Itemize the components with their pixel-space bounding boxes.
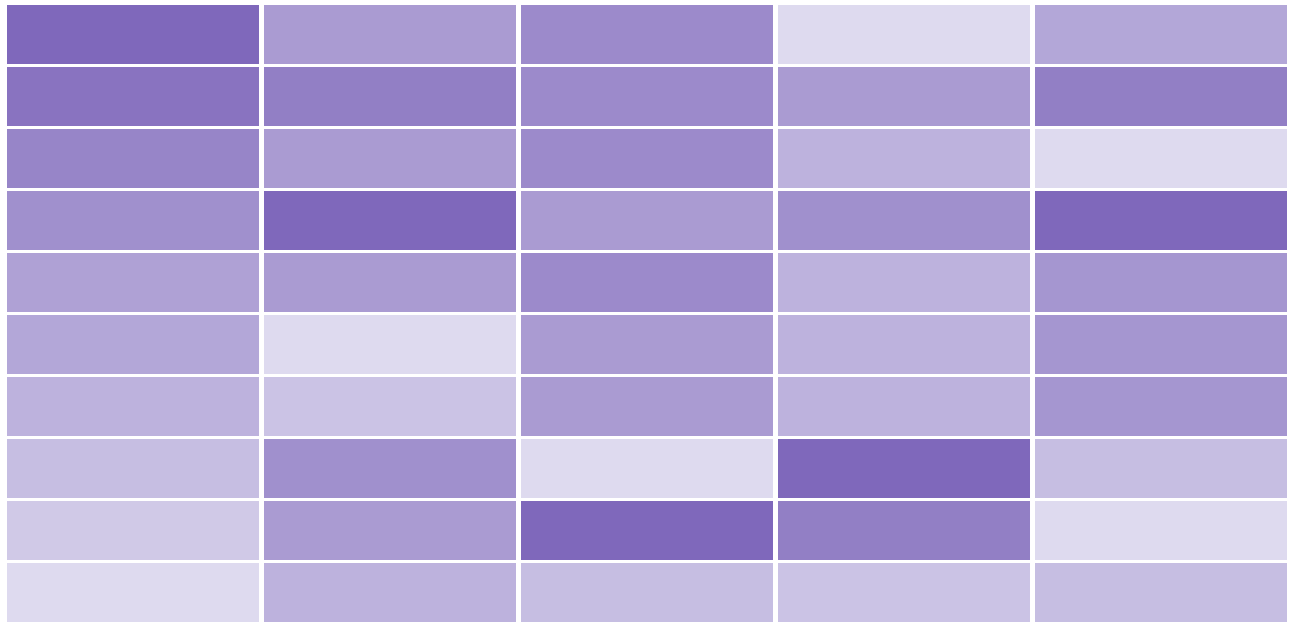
heatmap-cell-r8-c2	[264, 439, 516, 498]
heatmap-cell-r1-c2	[264, 5, 516, 64]
heatmap-cell-r8-c5	[1035, 439, 1287, 498]
heatmap-cell-r7-c5	[1035, 377, 1287, 436]
heatmap-cell-r2-c1	[7, 67, 259, 126]
heatmap-cell-r6-c2	[264, 315, 516, 374]
heatmap-cell-r1-c1	[7, 5, 259, 64]
heatmap-cell-r5-c2	[264, 253, 516, 312]
heatmap-cell-r9-c3	[521, 501, 773, 560]
heatmap-cell-r2-c5	[1035, 67, 1287, 126]
heatmap-cell-r10-c5	[1035, 563, 1287, 622]
heatmap-cell-r6-c1	[7, 315, 259, 374]
heatmap-cell-r2-c2	[264, 67, 516, 126]
heatmap-cell-r6-c5	[1035, 315, 1287, 374]
heatmap-cell-r4-c2	[264, 191, 516, 250]
heatmap-cell-r9-c5	[1035, 501, 1287, 560]
heatmap-cell-r9-c2	[264, 501, 516, 560]
heatmap-cell-r5-c3	[521, 253, 773, 312]
heatmap-cell-r3-c2	[264, 129, 516, 188]
heatmap-cell-r4-c5	[1035, 191, 1287, 250]
heatmap-cell-r1-c3	[521, 5, 773, 64]
heatmap-cell-r2-c4	[778, 67, 1030, 126]
heatmap-cell-r5-c4	[778, 253, 1030, 312]
heatmap-cell-r6-c4	[778, 315, 1030, 374]
heatmap-cell-r8-c4	[778, 439, 1030, 498]
heatmap-cell-r3-c4	[778, 129, 1030, 188]
heatmap-cell-r8-c3	[521, 439, 773, 498]
heatmap-cell-r4-c1	[7, 191, 259, 250]
heatmap-cell-r7-c4	[778, 377, 1030, 436]
heatmap-cell-r1-c5	[1035, 5, 1287, 64]
heatmap-cell-r5-c1	[7, 253, 259, 312]
heatmap-cell-r1-c4	[778, 5, 1030, 64]
heatmap-cell-r7-c1	[7, 377, 259, 436]
heatmap-cell-r7-c3	[521, 377, 773, 436]
heatmap-cell-r3-c1	[7, 129, 259, 188]
heatmap-cell-r10-c4	[778, 563, 1030, 622]
heatmap-cell-r4-c3	[521, 191, 773, 250]
heatmap-cell-r3-c5	[1035, 129, 1287, 188]
heatmap-cell-r10-c2	[264, 563, 516, 622]
heatmap-cell-r9-c4	[778, 501, 1030, 560]
heatmap-cell-r5-c5	[1035, 253, 1287, 312]
heatmap-cell-r2-c3	[521, 67, 773, 126]
heatmap-cell-r6-c3	[521, 315, 773, 374]
heatmap-cell-r10-c3	[521, 563, 773, 622]
heatmap-cell-r9-c1	[7, 501, 259, 560]
heatmap-cell-r8-c1	[7, 439, 259, 498]
heatmap-cell-r10-c1	[7, 563, 259, 622]
heatmap-cell-r4-c4	[778, 191, 1030, 250]
heatmap-cell-r7-c2	[264, 377, 516, 436]
heatmap-cell-r3-c3	[521, 129, 773, 188]
